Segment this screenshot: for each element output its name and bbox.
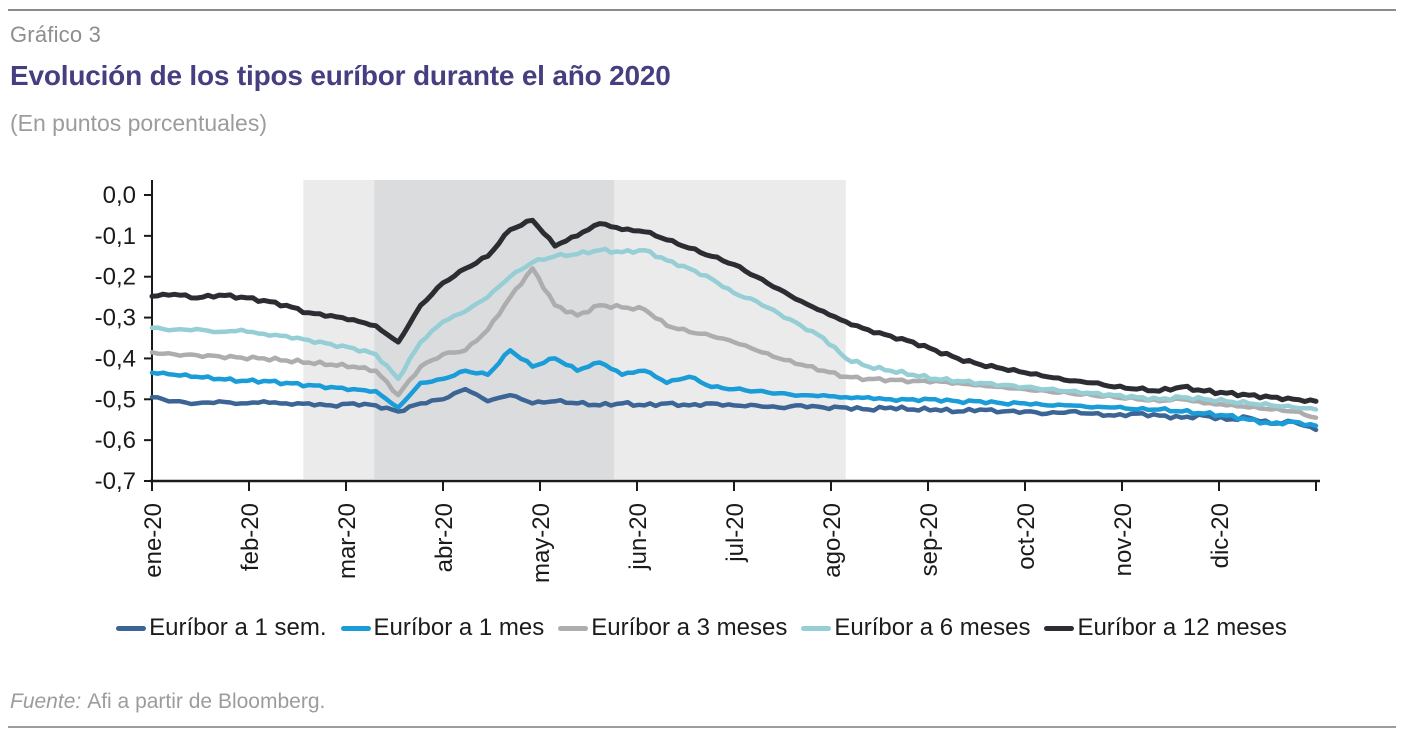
legend-item: Euríbor a 1 mes	[340, 614, 545, 642]
series-line-1	[149, 348, 1319, 429]
y-tick-label: -0,6	[95, 427, 136, 454]
x-tick-label: jul-20	[722, 503, 749, 563]
y-tick-label: -0,2	[95, 264, 136, 291]
chart-legend: Euríbor a 1 sem. Euríbor a 1 mes Euríbor a…	[0, 614, 1403, 642]
x-tick-label: abr-20	[431, 503, 458, 572]
y-tick-label: -0,3	[95, 305, 136, 332]
legend-label: Euríbor a 1 sem.	[149, 614, 327, 641]
y-tick-label: -0,4	[95, 345, 136, 372]
legend-item: Euríbor a 6 meses	[801, 614, 1030, 642]
dark-band	[374, 180, 615, 479]
bottom-rule	[8, 726, 1396, 728]
series-line-3	[149, 246, 1319, 412]
source-text: Afi a partir de Bloomberg.	[87, 690, 326, 713]
source-note: Fuente: Afi a partir de Bloomberg.	[10, 690, 325, 714]
plot-bands	[303, 180, 846, 479]
source-prefix: Fuente:	[10, 690, 82, 713]
legend-swatch	[558, 625, 589, 631]
x-tick-label: mar-20	[334, 503, 361, 579]
x-tick-label: oct-20	[1013, 503, 1040, 570]
legend-swatch	[801, 625, 832, 631]
x-tick-label: nov-20	[1110, 503, 1137, 576]
legend-item: Euríbor a 12 meses	[1044, 614, 1287, 642]
y-tick-label: -0,5	[95, 386, 136, 413]
chart-subtitle: (En puntos porcentuales)	[10, 110, 267, 136]
x-tick-label: feb-20	[237, 503, 264, 571]
legend-label: Euríbor a 3 meses	[591, 614, 788, 641]
y-tick-label: -0,1	[95, 223, 136, 250]
x-axis: ene-20 feb-20 mar-20 abr-20 may-20 jun-20 jul-…	[140, 479, 1320, 583]
x-tick-label: may-20	[528, 503, 555, 583]
chart-title: Evolución de los tipos euríbor durante e…	[10, 60, 671, 91]
series-line-4	[149, 217, 1319, 404]
y-tick-label: -0,7	[95, 468, 136, 495]
legend-swatch	[1044, 625, 1075, 631]
series-line-0	[149, 386, 1319, 433]
x-tick-label: ago-20	[819, 503, 846, 578]
top-rule	[8, 9, 1396, 11]
legend-item: Euríbor a 3 meses	[558, 614, 787, 642]
graph-number-label: Gráfico 3	[10, 22, 102, 47]
legend-item: Euríbor a 1 sem.	[116, 614, 327, 642]
x-tick-label: ene-20	[140, 503, 167, 578]
legend-label: Euríbor a 1 mes	[373, 614, 545, 641]
x-tick-label: sep-20	[916, 503, 943, 576]
x-tick-label: jun-20	[625, 503, 652, 571]
legend-swatch	[340, 625, 371, 631]
legend-swatch	[116, 625, 147, 631]
y-axis: 0,0 -0,1 -0,2 -0,3 -0,4 -0,5 -0,6 -0,7	[95, 180, 153, 495]
y-tick-label: 0,0	[103, 182, 136, 209]
x-tick-label: dic-20	[1207, 503, 1234, 568]
legend-label: Euríbor a 12 meses	[1077, 614, 1287, 641]
legend-label: Euríbor a 6 meses	[834, 614, 1031, 641]
